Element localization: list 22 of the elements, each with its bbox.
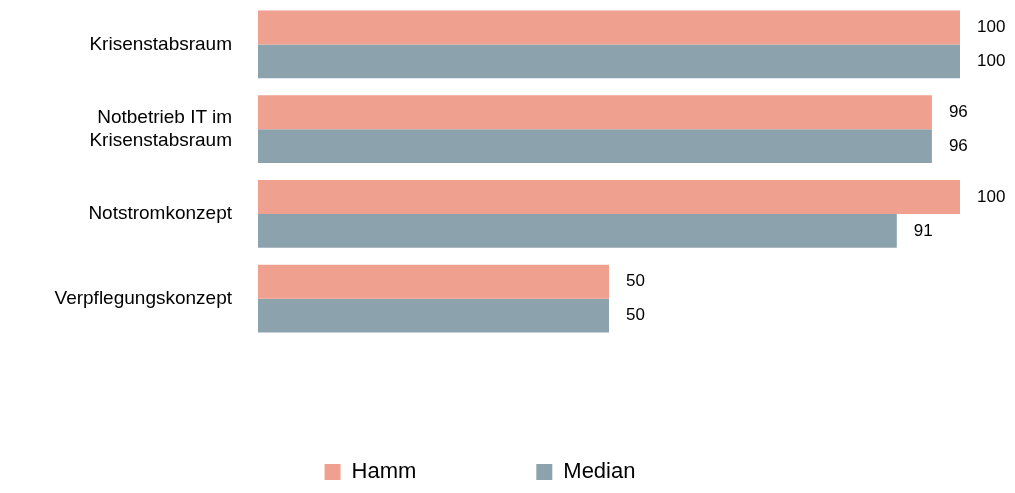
- bar: [258, 129, 932, 164]
- bar: [258, 179, 960, 214]
- data-label: 50: [626, 271, 645, 291]
- y-tick-label: Notstromkonzept: [88, 202, 233, 224]
- bar: [258, 213, 897, 248]
- data-label: 91: [913, 220, 933, 240]
- bar: [258, 95, 932, 130]
- data-label: 100: [977, 186, 1006, 206]
- legend-label: Hamm: [351, 458, 417, 484]
- bar: [258, 44, 960, 79]
- data-label: 96: [948, 101, 968, 121]
- bar: [258, 264, 609, 299]
- data-label: 100: [977, 51, 1006, 71]
- bar: [258, 298, 609, 333]
- legend-label: Median: [563, 458, 636, 484]
- y-tick-label: Krisenstabsraum: [89, 32, 232, 54]
- data-label: 100: [977, 17, 1006, 37]
- data-label: 96: [948, 135, 968, 155]
- y-tick-label: Verpflegungskonzept: [54, 286, 233, 308]
- bar: [258, 10, 960, 45]
- y-tick-label: Notbetrieb IT im Krisenstabsraum: [89, 105, 232, 150]
- data-label: 50: [626, 305, 645, 325]
